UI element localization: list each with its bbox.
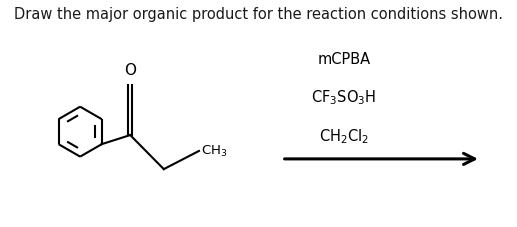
Text: CH$_2$Cl$_2$: CH$_2$Cl$_2$ [318,127,369,146]
Text: CH$_3$: CH$_3$ [201,143,227,158]
Text: Draw the major organic product for the reaction conditions shown.: Draw the major organic product for the r… [14,7,503,22]
Text: mCPBA: mCPBA [317,52,370,67]
Text: O: O [124,63,136,78]
Text: CF$_3$SO$_3$H: CF$_3$SO$_3$H [311,88,376,107]
